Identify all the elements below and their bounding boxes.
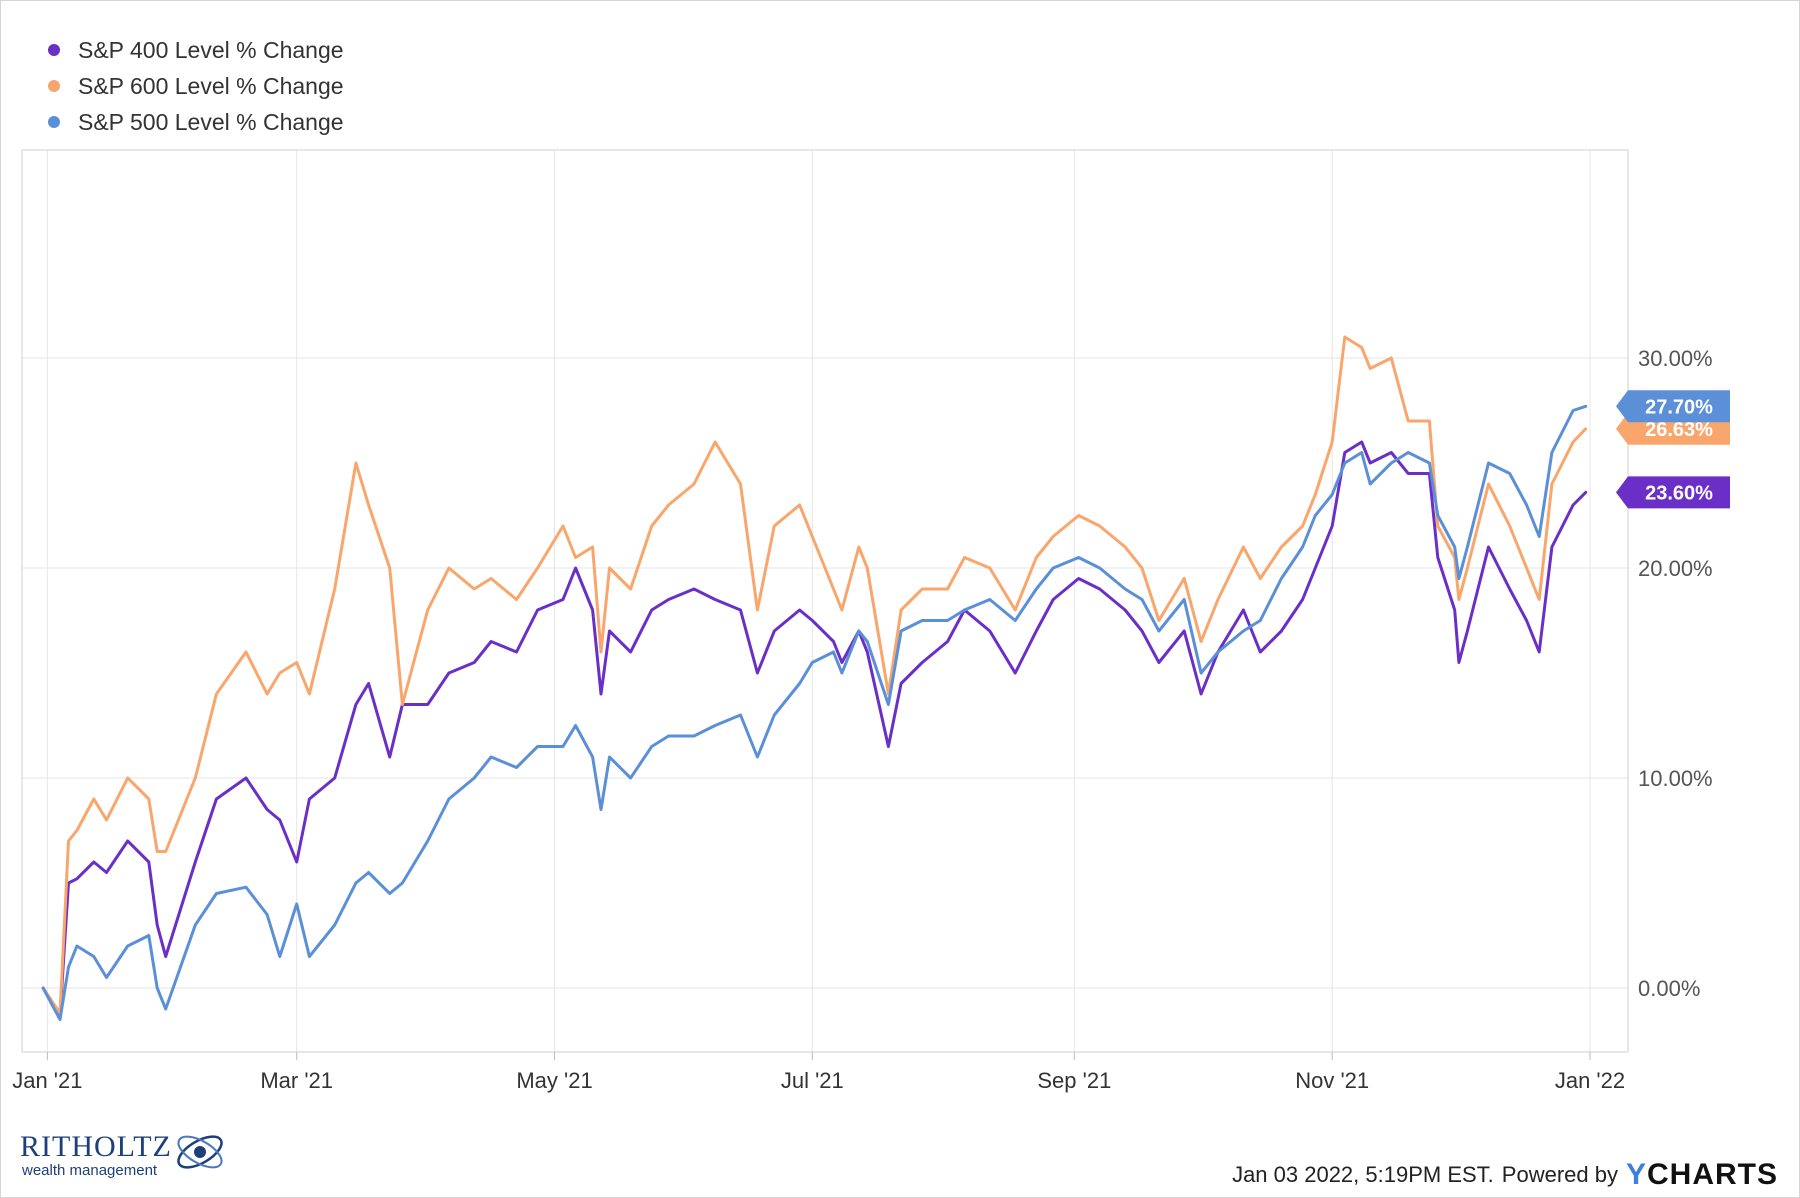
legend: S&P 400 Level % Change S&P 600 Level % Ch… <box>48 32 344 140</box>
end-value-label-0: 23.60% <box>1616 476 1730 509</box>
end-label-text: 26.63% <box>1645 419 1713 441</box>
x-tick-label: May '21 <box>516 1068 592 1093</box>
legend-dot <box>48 116 60 128</box>
legend-item-2[interactable]: S&P 500 Level % Change <box>48 104 344 140</box>
powered-by-text: Powered by <box>1501 1162 1618 1187</box>
legend-label: S&P 600 Level % Change <box>78 72 344 99</box>
y-tick-label: 30.00% <box>1638 346 1713 371</box>
x-tick-label: Mar '21 <box>260 1068 333 1093</box>
x-tick-label: Jul '21 <box>781 1068 844 1093</box>
y-tick-label: 0.00% <box>1638 976 1700 1001</box>
logo-emblem-icon <box>177 1135 223 1169</box>
timestamp-text: Jan 03 2022, 5:19PM EST. <box>1232 1162 1494 1187</box>
legend-item-1[interactable]: S&P 600 Level % Change <box>48 68 344 104</box>
ycharts-logo: YCHARTS <box>1626 1158 1778 1192</box>
legend-dot <box>48 80 60 92</box>
x-tick-label: Jan '22 <box>1555 1068 1625 1093</box>
series-line-2 <box>41 404 1588 1021</box>
end-label-text: 23.60% <box>1645 482 1713 504</box>
legend-label: S&P 400 Level % Change <box>78 36 344 63</box>
legend-item-0[interactable]: S&P 400 Level % Change <box>48 32 344 68</box>
end-labels: 23.60% 26.63%27.70% <box>1616 390 1730 509</box>
footer-credit: Jan 03 2022, 5:19PM EST. Powered by YCHA… <box>1232 1158 1778 1192</box>
end-label-text: 27.70% <box>1645 396 1713 418</box>
series-lines <box>41 335 1588 1021</box>
logo-text: RITHOLTZ <box>20 1130 172 1163</box>
end-label-tag <box>1616 476 1730 509</box>
series-line-0 <box>41 440 1588 1017</box>
end-label-tag <box>1616 390 1730 423</box>
ycharts-wordmark: CHARTS <box>1647 1158 1778 1191</box>
grid-lines <box>22 150 1628 1052</box>
y-tick-label: 10.00% <box>1638 766 1713 791</box>
axes: 0.00% 10.00% 20.00% 30.00% Jan '21 Mar '21 May… <box>12 149 1713 1093</box>
logo-subtext: wealth management <box>21 1162 158 1179</box>
series-line-1 <box>41 335 1588 1015</box>
end-value-label-2: 27.70% <box>1616 390 1730 423</box>
x-tick-label: Nov '21 <box>1295 1068 1369 1093</box>
x-tick-label: Sep '21 <box>1037 1068 1111 1093</box>
ritholtz-logo: RITHOLTZ wealth management <box>20 1124 230 1185</box>
legend-label: S&P 500 Level % Change <box>78 108 344 135</box>
legend-dot <box>48 44 60 56</box>
x-tick-label: Jan '21 <box>12 1068 82 1093</box>
ycharts-y: Y <box>1625 1158 1647 1191</box>
y-tick-label: 20.00% <box>1638 556 1713 581</box>
